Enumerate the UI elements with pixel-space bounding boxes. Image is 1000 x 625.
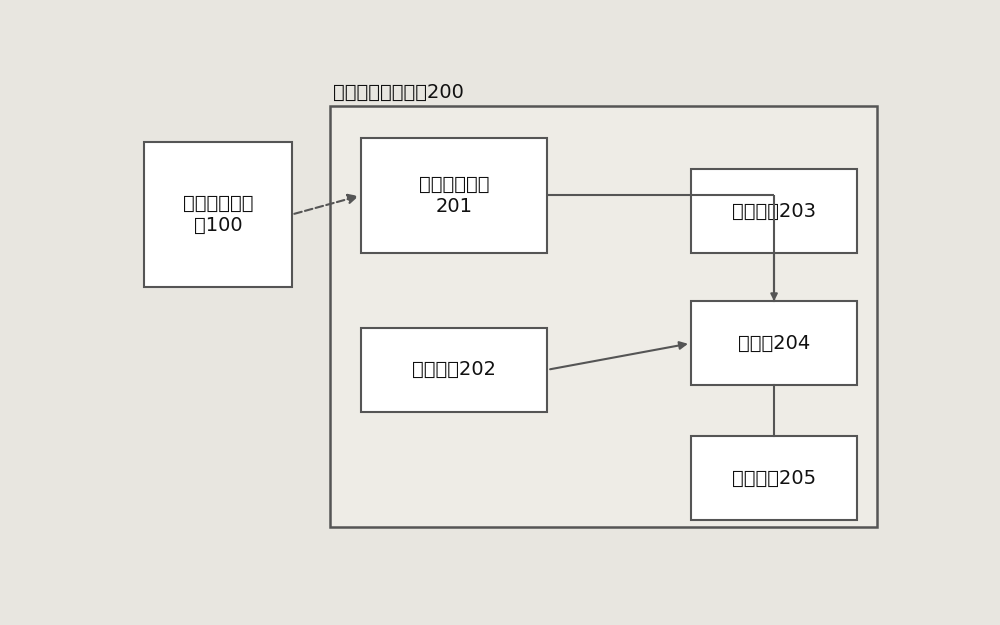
Text: 传输模块203: 传输模块203 [732,201,816,221]
Text: 无线接收储存装置200: 无线接收储存装置200 [333,82,464,101]
Bar [691,169,857,253]
Bar [691,301,857,386]
Text: 控制器204: 控制器204 [738,334,810,352]
Text: 电源模块202: 电源模块202 [412,360,496,379]
Text: 内视镜胶囊装
置100: 内视镜胶囊装 置100 [183,194,253,235]
Bar [144,142,292,287]
Text: 无线接收模块
201: 无线接收模块 201 [419,175,490,216]
Bar [691,436,857,520]
Bar [330,106,877,528]
Bar [361,138,547,253]
Text: 储存模块205: 储存模块205 [732,469,816,488]
Bar [361,328,547,412]
